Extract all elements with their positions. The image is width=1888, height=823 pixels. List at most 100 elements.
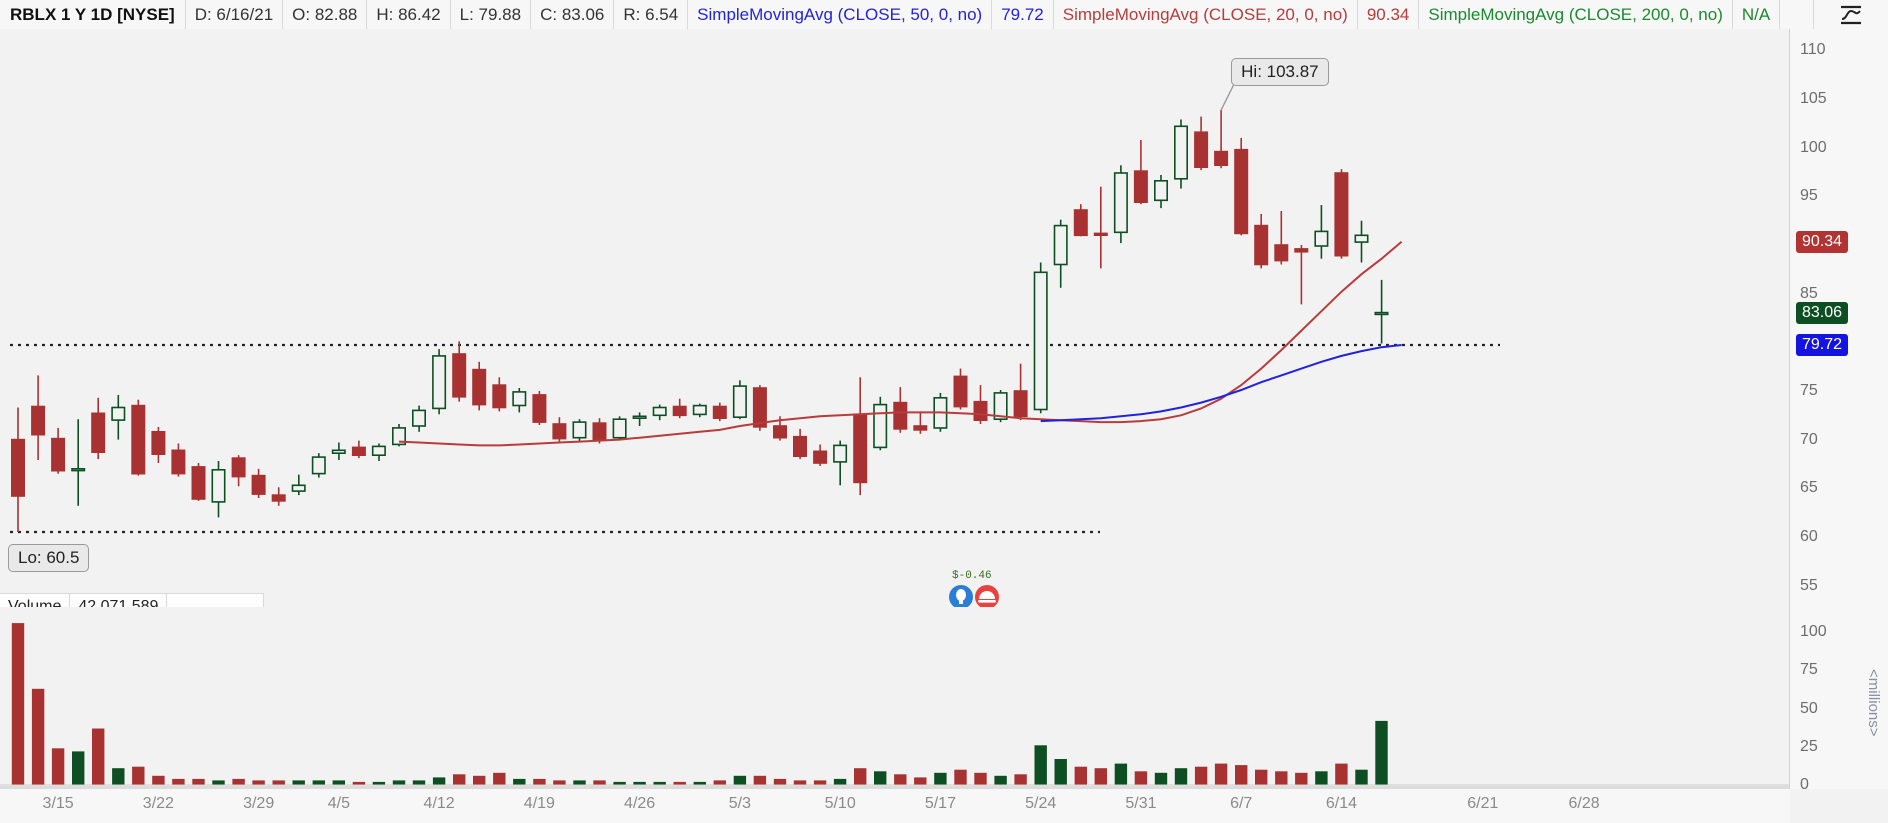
candlestick[interactable] — [1274, 211, 1289, 265]
volume-bar — [11, 623, 25, 785]
candlestick[interactable] — [1374, 279, 1389, 344]
candle-body — [151, 430, 166, 455]
candlestick[interactable] — [452, 341, 467, 402]
candlestick[interactable] — [792, 428, 807, 460]
candlestick[interactable] — [1154, 175, 1169, 209]
candlestick[interactable] — [712, 402, 727, 422]
candlestick[interactable] — [231, 455, 246, 487]
candlestick[interactable] — [672, 398, 687, 419]
price-badge[interactable]: 79.72 — [1796, 334, 1849, 357]
candlestick[interactable] — [692, 403, 707, 418]
candlestick[interactable] — [1334, 169, 1349, 259]
candlestick[interactable] — [953, 368, 968, 410]
candlestick[interactable] — [371, 443, 386, 462]
candlestick[interactable] — [1013, 363, 1028, 421]
study-sma200-value: N/A — [1733, 0, 1781, 29]
candlestick[interactable] — [1214, 110, 1229, 169]
candlestick[interactable] — [1113, 165, 1128, 244]
volume-bar — [51, 748, 65, 785]
candle-body — [953, 375, 968, 408]
volume-chart-pane[interactable] — [0, 607, 1790, 789]
candlestick[interactable] — [31, 375, 46, 460]
symbol-label[interactable]: RBLX 1 Y 1D [NYSE] — [0, 0, 186, 29]
study-sma20-label[interactable]: SimpleMovingAvg (CLOSE, 20, 0, no) — [1054, 0, 1358, 29]
candlestick[interactable] — [532, 391, 547, 425]
candlestick[interactable] — [411, 405, 426, 432]
candlestick[interactable] — [512, 388, 527, 413]
candlestick[interactable] — [391, 424, 406, 447]
price-chart-pane[interactable] — [0, 29, 1790, 607]
price-badge[interactable]: 90.34 — [1796, 230, 1849, 253]
candlestick[interactable] — [1194, 116, 1209, 171]
event-markers[interactable] — [948, 584, 1000, 610]
candlestick[interactable] — [291, 474, 306, 496]
candlestick[interactable] — [1254, 213, 1269, 269]
candle-body — [1314, 230, 1329, 247]
volume-bar — [92, 728, 105, 785]
candle-body — [271, 494, 286, 502]
candlestick[interactable] — [1234, 138, 1249, 236]
study-sma50-label[interactable]: SimpleMovingAvg (CLOSE, 50, 0, no) — [688, 0, 993, 29]
candlestick[interactable] — [752, 385, 767, 431]
study-sma200-label[interactable]: SimpleMovingAvg (CLOSE, 200, 0, no) — [1419, 0, 1733, 29]
candlestick[interactable] — [813, 444, 828, 466]
candlestick[interactable] — [1133, 140, 1148, 205]
candlestick[interactable] — [873, 396, 888, 451]
candlestick[interactable] — [833, 440, 848, 486]
candlestick[interactable] — [492, 377, 507, 412]
candlestick[interactable] — [432, 349, 447, 415]
candlestick[interactable] — [893, 387, 908, 433]
ohlc-close: C: 83.06 — [531, 0, 615, 29]
volume-bar — [1054, 759, 1067, 785]
candlestick[interactable] — [191, 463, 206, 501]
candlestick[interactable] — [1354, 220, 1369, 263]
price-axis[interactable]: 110 105 100 95 85 75 70 65 60 55 90.34 83.06 79.72 10… — [1789, 29, 1888, 793]
chart-settings-icon[interactable] — [1814, 0, 1888, 29]
volume-bar — [1355, 769, 1368, 785]
candlestick[interactable] — [71, 419, 86, 506]
candlestick[interactable] — [351, 440, 366, 459]
candle-body — [231, 457, 246, 478]
candlestick[interactable] — [211, 461, 226, 518]
candle-body — [632, 415, 647, 419]
candlestick[interactable] — [1314, 205, 1329, 259]
volume-bar — [633, 781, 646, 785]
candlestick[interactable] — [151, 427, 166, 463]
candlestick[interactable] — [552, 417, 567, 444]
candlestick[interactable] — [652, 404, 667, 421]
candle-body — [1374, 311, 1389, 316]
candlestick[interactable] — [131, 399, 146, 476]
candle-body — [111, 406, 126, 421]
candlestick[interactable] — [913, 411, 928, 434]
candlestick[interactable] — [91, 397, 106, 460]
event-eps-label: $-0.46 — [952, 570, 992, 582]
candlestick[interactable] — [331, 442, 346, 461]
high-annotation: Hi: 103.87 — [1231, 58, 1329, 86]
candlestick[interactable] — [1093, 186, 1108, 269]
candlestick[interactable] — [1073, 204, 1088, 237]
candlestick[interactable] — [632, 412, 647, 426]
candlestick[interactable] — [251, 468, 266, 498]
candlestick[interactable] — [311, 453, 326, 478]
candlestick[interactable] — [1174, 119, 1189, 189]
volume-bar — [1255, 769, 1268, 785]
candlestick[interactable] — [171, 443, 186, 477]
candlestick[interactable] — [11, 407, 25, 533]
candlestick[interactable] — [973, 385, 988, 424]
candlestick[interactable] — [853, 377, 868, 496]
candlestick[interactable] — [111, 394, 126, 440]
date-axis[interactable]: 3/15 3/22 3/29 4/5 4/12 4/19 4/26 5/3 5/10 5/17 5/… — [0, 789, 1790, 823]
candlestick[interactable] — [1294, 245, 1309, 305]
candlestick[interactable] — [612, 416, 627, 440]
candlestick[interactable] — [572, 419, 587, 442]
candlestick[interactable] — [271, 487, 286, 506]
candlestick[interactable] — [1053, 219, 1068, 288]
candlestick[interactable] — [51, 427, 66, 474]
volume-bar — [432, 777, 446, 785]
candlestick[interactable] — [732, 380, 747, 420]
candlestick[interactable] — [1033, 262, 1048, 414]
price-badge[interactable]: 83.06 — [1796, 301, 1849, 324]
candlestick[interactable] — [472, 361, 487, 411]
volume-bar — [974, 772, 987, 785]
horizontal-scrollbar[interactable] — [0, 786, 1790, 789]
